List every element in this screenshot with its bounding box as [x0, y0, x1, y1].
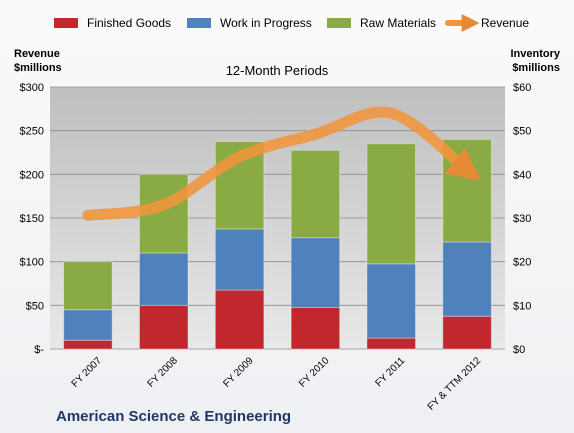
revenue-line-group: [82, 106, 482, 221]
bar-segment: [214, 289, 265, 350]
left-tick-label: $200: [20, 169, 44, 181]
x-tick-label: FY & TTM 2012: [426, 355, 484, 413]
revenue-line: [82, 106, 482, 221]
right-tick-label: $50: [513, 126, 531, 138]
bar-segment: [442, 241, 492, 317]
left-tick-label: $150: [20, 213, 44, 225]
bar-segment: [138, 304, 189, 350]
legend-swatch: [327, 18, 351, 28]
bar-segment: [63, 261, 113, 311]
right-axis-label-line1: Inventory: [510, 48, 560, 60]
right-tick-label: $40: [513, 169, 531, 181]
legend-label: Revenue: [481, 16, 529, 30]
left-axis-label-line2: $millions: [14, 62, 62, 74]
x-tick-label: FY 2007: [70, 355, 105, 390]
chart-footer-title: American Science & Engineering: [56, 408, 291, 425]
legend-label: Finished Goods: [87, 16, 171, 30]
left-axis-label-line1: Revenue: [14, 48, 60, 60]
bar-segment: [290, 237, 341, 309]
legend-swatch: [187, 18, 211, 28]
right-tick-label: $0: [513, 344, 525, 356]
x-tick-label: FY 2010: [297, 355, 332, 390]
legend-swatch: [54, 18, 78, 28]
bar-segment: [366, 337, 417, 350]
right-tick-label: $30: [513, 213, 531, 225]
chart-subtitle: 12-Month Periods: [226, 63, 329, 78]
left-tick-label: $-: [34, 344, 44, 356]
right-axis-label-line2: $millions: [512, 62, 560, 74]
left-tick-label: $100: [20, 257, 44, 269]
bar-segment: [138, 252, 189, 306]
bar-segment: [290, 149, 341, 239]
bar-segment: [366, 263, 417, 339]
legend-label: Raw Materials: [360, 16, 436, 30]
x-tick-label: FY 2009: [221, 355, 256, 390]
right-tick-label: $60: [513, 82, 531, 94]
left-tick-label: $300: [20, 82, 44, 94]
x-axis-labels: FY 2007 FY 2008 FY 2009 FY 2010 FY 2011 FY & …: [70, 355, 484, 413]
x-tick-label: FY 2008: [145, 355, 180, 390]
right-tick-label: $10: [513, 300, 531, 312]
bar-segment: [214, 228, 265, 291]
right-tick-label: $20: [513, 257, 531, 269]
legend-label: Work in Progress: [220, 16, 312, 30]
bar-segment: [63, 339, 113, 350]
right-axis-ticks: $0 $10 $20 $30 $40 $50 $60: [513, 82, 531, 356]
bar-segment: [442, 315, 492, 350]
bar-segment: [63, 309, 113, 341]
left-axis-ticks: $- $50 $100 $150 $200 $250 $300: [20, 82, 45, 356]
legend: Finished Goods Work in Progress Raw Materi…: [54, 14, 529, 32]
x-tick-label: FY 2011: [374, 355, 408, 389]
left-tick-label: $50: [26, 300, 44, 312]
left-tick-label: $250: [20, 126, 44, 138]
bar-segment: [290, 307, 341, 350]
bar-segment: [366, 143, 417, 265]
